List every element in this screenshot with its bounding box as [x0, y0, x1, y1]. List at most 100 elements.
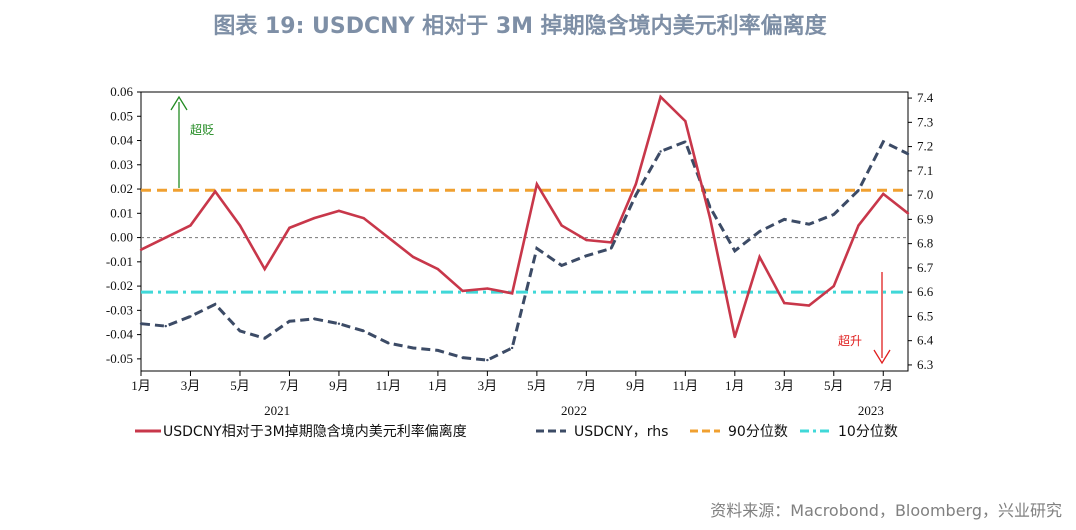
- y-left-tick-label: -0.04: [106, 327, 134, 342]
- deviation-point: [337, 209, 341, 213]
- y-right-tick-label: 7.1: [917, 163, 933, 178]
- usdcny-point: [783, 218, 786, 221]
- chart-svg: 0.06 0.05 0.04 0.03 0.02 0.01 0.00 -0.01 -0.02 -0…: [106, 84, 934, 440]
- x-tick-label: 11月: [376, 378, 402, 393]
- deviation-point: [362, 216, 365, 220]
- x-tick-label: 3月: [478, 378, 498, 393]
- x-tick-label: 7月: [280, 378, 300, 393]
- deviation-point: [164, 236, 167, 239]
- reference-lines: [141, 188, 908, 294]
- deviation-point: [139, 248, 143, 251]
- deviation-point: [857, 224, 860, 227]
- x-tick-label: 5月: [824, 378, 844, 393]
- source-note: 资料来源：Macrobond，Bloomberg，兴业研究: [710, 501, 1062, 520]
- usdcny-point: [609, 247, 613, 250]
- legend-label: 90分位数: [728, 424, 788, 440]
- deviation-point: [609, 241, 613, 244]
- deviation-point: [288, 226, 291, 230]
- deviation-point: [461, 289, 464, 293]
- year-label: 2022: [561, 403, 587, 418]
- x-tick-label: 9月: [626, 378, 646, 393]
- deviation-point: [312, 216, 316, 220]
- legend-label: USDCNY相对于3M掉期隐含境内美元利率偏离度: [163, 423, 467, 440]
- annotations: 超贬 超升: [170, 95, 891, 365]
- usdcny-point: [164, 324, 167, 328]
- y-left-tick-label: 0.03: [110, 157, 133, 172]
- deviation-point: [807, 304, 811, 307]
- y-left-tick-label: -0.01: [106, 254, 133, 269]
- deviation-point: [486, 287, 489, 290]
- usdcny-point: [882, 140, 885, 143]
- usdcny-point: [312, 317, 316, 321]
- y-right-tick-label: 6.6: [917, 284, 934, 299]
- usdcny-point: [337, 322, 341, 325]
- y-right-tick-label: 7.0: [917, 187, 933, 202]
- legend-label: 10分位数: [838, 424, 898, 440]
- usdcny-point: [288, 320, 291, 323]
- legend-label: USDCNY，rhs: [574, 424, 668, 440]
- x-tick-label: 7月: [874, 378, 894, 393]
- deviation-point: [634, 182, 638, 186]
- plot-frame: [140, 91, 909, 372]
- deviation-point: [238, 224, 242, 227]
- usdcny-point: [906, 152, 910, 156]
- deviation-point: [411, 255, 415, 259]
- usdcny-point: [832, 213, 835, 216]
- deviation-point: [783, 301, 786, 305]
- y-right-tick-label: 7.3: [917, 114, 933, 129]
- usdcny-line: [140, 139, 909, 362]
- usdcny-point: [139, 322, 143, 325]
- deviation-point: [387, 236, 390, 239]
- x-tick-label: 1月: [131, 378, 151, 393]
- deviation-point: [263, 267, 266, 271]
- usdcny-point: [263, 337, 266, 340]
- x-tick-label: 11月: [673, 378, 699, 393]
- y-axis-right: 7.4 7.3 7.2 7.1 7.0 6.9 6.8 6.7 6.6 6.5 6.4 6.3: [908, 90, 934, 372]
- usdcny-point: [387, 341, 390, 345]
- x-tick-label: 5月: [230, 378, 250, 393]
- deviation-point: [585, 238, 588, 242]
- y-left-tick-label: -0.02: [106, 278, 133, 293]
- y-left-tick-label: 0.00: [110, 230, 133, 245]
- x-tick-label: 1月: [428, 378, 448, 393]
- deviation-point: [906, 212, 910, 215]
- y-right-tick-label: 6.9: [917, 211, 933, 226]
- deviation-point: [189, 224, 192, 227]
- y-right-tick-label: 6.8: [917, 236, 933, 251]
- annotation-up: 超贬: [190, 122, 214, 137]
- usdcny-point: [560, 264, 563, 267]
- usdcny-point: [758, 230, 761, 233]
- y-axis-left: 0.06 0.05 0.04 0.03 0.02 0.01 0.00 -0.01 -0.02 -0…: [106, 84, 141, 366]
- usdcny-point: [238, 329, 242, 333]
- deviation-line: [140, 94, 909, 338]
- usdcny-point: [189, 315, 192, 318]
- usdcny-point: [733, 249, 737, 253]
- y-left-tick-label: 0.05: [110, 108, 133, 123]
- y-left-tick-label: 0.02: [110, 181, 133, 196]
- y-left-tick-label: 0.01: [110, 205, 133, 220]
- deviation-point: [882, 192, 885, 196]
- usdcny-point: [659, 150, 662, 153]
- usdcny-point: [684, 140, 687, 143]
- x-tick-label: 1月: [725, 378, 745, 393]
- series-group: [139, 94, 910, 362]
- usdcny-point: [634, 193, 638, 197]
- y-right-tick-label: 6.3: [917, 357, 933, 372]
- y-right-tick-label: 7.4: [917, 90, 934, 105]
- annotation-down: 超升: [838, 333, 862, 348]
- y-right-tick-label: 6.5: [917, 308, 933, 323]
- deviation-point: [436, 267, 440, 271]
- usdcny-point: [585, 254, 588, 257]
- year-label: 2021: [264, 403, 290, 418]
- year-label: 2023: [858, 403, 884, 418]
- usdcny-point: [857, 189, 860, 192]
- y-right-tick-label: 7.2: [917, 139, 933, 154]
- deviation-point: [535, 182, 539, 186]
- x-tick-label: 9月: [329, 378, 349, 393]
- usdcny-point: [510, 346, 514, 350]
- usdcny-point: [411, 346, 415, 350]
- y-left-tick-label: 0.06: [110, 84, 133, 99]
- y-right-tick-label: 6.4: [917, 333, 934, 348]
- usdcny-point: [708, 206, 712, 209]
- usdcny-point: [486, 358, 489, 362]
